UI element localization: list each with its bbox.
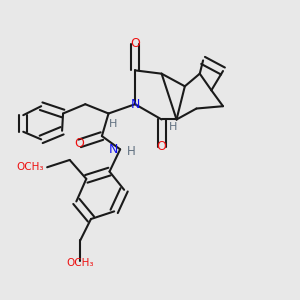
- Text: OCH₃: OCH₃: [67, 258, 94, 268]
- Text: H: H: [127, 146, 136, 158]
- Text: OCH₃: OCH₃: [16, 162, 44, 172]
- Text: O: O: [130, 37, 140, 50]
- Text: N: N: [130, 98, 140, 111]
- Text: H: H: [109, 119, 118, 130]
- Text: N: N: [109, 143, 119, 156]
- Text: O: O: [157, 140, 166, 153]
- Text: O: O: [75, 137, 85, 150]
- Text: H: H: [169, 122, 177, 132]
